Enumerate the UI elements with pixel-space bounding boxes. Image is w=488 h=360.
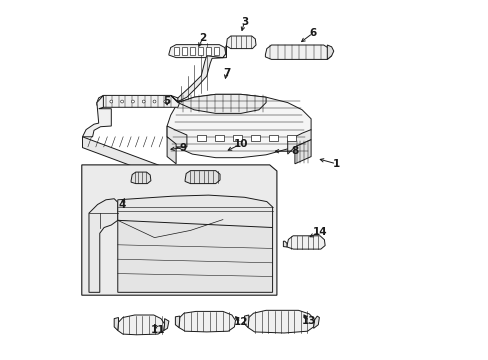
Polygon shape	[179, 311, 235, 332]
FancyBboxPatch shape	[232, 135, 241, 141]
Polygon shape	[226, 36, 256, 49]
Text: 5: 5	[163, 96, 170, 106]
Polygon shape	[294, 140, 310, 164]
Polygon shape	[114, 318, 118, 330]
Text: 4: 4	[118, 200, 125, 210]
Polygon shape	[82, 137, 167, 180]
Polygon shape	[247, 310, 314, 333]
Polygon shape	[168, 45, 225, 58]
Text: 14: 14	[312, 227, 327, 237]
Circle shape	[131, 100, 134, 103]
FancyBboxPatch shape	[286, 135, 295, 141]
FancyBboxPatch shape	[190, 47, 195, 55]
Circle shape	[153, 100, 156, 103]
Polygon shape	[265, 45, 331, 59]
FancyBboxPatch shape	[197, 135, 205, 141]
Circle shape	[110, 100, 113, 103]
Polygon shape	[118, 195, 272, 231]
Text: 13: 13	[302, 316, 316, 326]
Polygon shape	[175, 316, 179, 328]
Text: 2: 2	[199, 33, 206, 43]
Polygon shape	[89, 199, 118, 292]
Polygon shape	[178, 94, 265, 113]
Circle shape	[142, 100, 145, 103]
Polygon shape	[287, 130, 310, 154]
Polygon shape	[82, 95, 111, 137]
Polygon shape	[313, 316, 319, 328]
Polygon shape	[167, 137, 176, 164]
FancyBboxPatch shape	[182, 47, 187, 55]
Circle shape	[163, 100, 166, 103]
Polygon shape	[286, 236, 325, 249]
Polygon shape	[131, 172, 151, 184]
Polygon shape	[244, 315, 248, 328]
Text: 3: 3	[241, 17, 247, 27]
Polygon shape	[163, 319, 168, 330]
Polygon shape	[118, 220, 272, 292]
Text: 6: 6	[308, 28, 316, 38]
Text: 9: 9	[180, 143, 186, 153]
FancyBboxPatch shape	[215, 135, 223, 141]
FancyBboxPatch shape	[205, 47, 211, 55]
Polygon shape	[326, 45, 333, 59]
Polygon shape	[118, 315, 164, 335]
Text: 10: 10	[233, 139, 247, 149]
Polygon shape	[185, 171, 220, 184]
FancyBboxPatch shape	[250, 135, 259, 141]
Polygon shape	[81, 165, 276, 295]
FancyBboxPatch shape	[268, 135, 277, 141]
Text: 12: 12	[233, 317, 247, 327]
Polygon shape	[167, 126, 186, 147]
Text: 8: 8	[291, 146, 298, 156]
Polygon shape	[283, 241, 286, 247]
Polygon shape	[170, 45, 226, 103]
FancyBboxPatch shape	[213, 47, 219, 55]
FancyBboxPatch shape	[198, 47, 203, 55]
Text: 11: 11	[150, 325, 165, 336]
Polygon shape	[167, 94, 310, 158]
Circle shape	[121, 100, 123, 103]
Polygon shape	[97, 95, 179, 107]
FancyBboxPatch shape	[174, 47, 179, 55]
Text: 1: 1	[332, 159, 339, 169]
Text: 7: 7	[223, 68, 230, 78]
